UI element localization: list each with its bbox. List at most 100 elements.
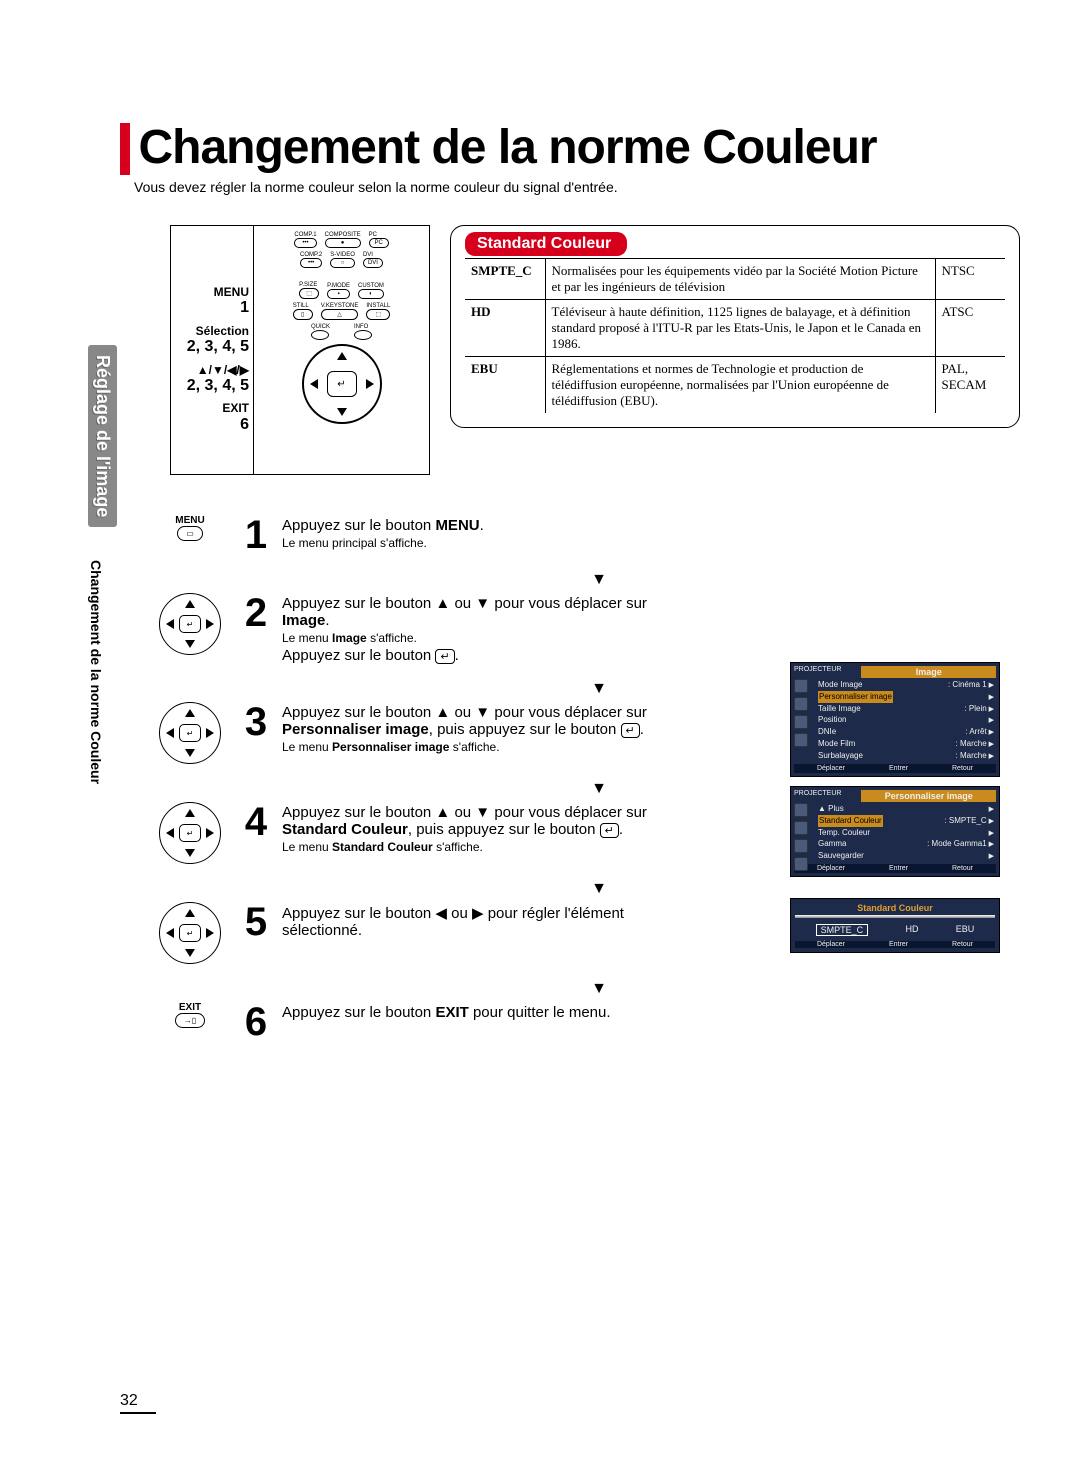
table-row: EBU Réglementations et normes de Technol… [465, 357, 1005, 414]
osd-title: Personnaliser image [861, 790, 996, 802]
sc-code: SMPTE_C [465, 259, 545, 300]
side-tab-section: Réglage de l'image [88, 345, 117, 527]
step-text: Appuyez sur le bouton [282, 1004, 435, 1021]
enter-icon: ↵ [435, 649, 454, 664]
osd-title: Standard Couleur [795, 903, 995, 913]
osd-footer: Entrer [889, 765, 908, 772]
step-text: Appuyez sur le bouton ▲ ou ▼ pour vous d… [282, 704, 647, 721]
sc-std: PAL, SECAM [935, 357, 1005, 414]
step-text: Appuyez sur le bouton ◀ ou ▶ pour régler… [282, 905, 624, 939]
osd-option: HD [905, 924, 918, 936]
step-bold: EXIT [435, 1004, 468, 1021]
standard-couleur-header: Standard Couleur [465, 232, 627, 256]
step-text: . [455, 647, 459, 664]
step-number: 4 [244, 802, 268, 842]
down-arrow-icon: ▼ [178, 571, 1020, 589]
remote-label-exit-num: 6 [240, 416, 249, 433]
step-3: ↵ 3 Appuyez sur le bouton ▲ ou ▼ pour vo… [150, 702, 1020, 764]
remote-diagram: MENU1 Sélection2, 3, 4, 5 ▲/▼/◀/▶2, 3, 4… [170, 225, 430, 475]
osd-footer: Entrer [889, 865, 908, 872]
osd-header: PROJECTEUR [794, 790, 841, 803]
step-subtext: Le menu [282, 631, 332, 645]
sc-desc: Réglementations et normes de Technologie… [545, 357, 935, 414]
osd-footer: Entrer [889, 941, 908, 948]
remote-btn: COMP.2 [300, 252, 322, 258]
table-row: SMPTE_C Normalisées pour les équipements… [465, 259, 1005, 300]
step-subtext: s'affiche. [449, 740, 499, 754]
remote-btn: P.MODE [327, 283, 350, 289]
osd-header: PROJECTEUR [794, 666, 841, 679]
step-number: 2 [244, 593, 268, 633]
step-text: . [480, 517, 484, 534]
sc-code: HD [465, 300, 545, 357]
remote-btn: P.SIZE [299, 282, 319, 288]
osd-title: Image [861, 666, 996, 678]
step-text: Appuyez sur le bouton [282, 517, 435, 534]
intro-text: Vous devez régler la norme couleur selon… [134, 179, 1020, 195]
remote-btn: V.KEYSTONE [321, 303, 359, 309]
nav-pad-icon: ↵ [159, 702, 221, 764]
step-text: Appuyez sur le bouton ▲ ou ▼ pour vous d… [282, 804, 647, 821]
remote-label-menu-num: 1 [240, 299, 249, 316]
remote-label-selection-num: 2, 3, 4, 5 [187, 338, 249, 355]
remote-btn: INSTALL [366, 303, 390, 309]
osd-footer: Retour [952, 765, 973, 772]
nav-pad-icon: ↵ [159, 593, 221, 655]
step-subtext: Le menu [282, 840, 332, 854]
step-6: EXIT →▯ 6 Appuyez sur le bouton EXIT pou… [150, 1002, 1020, 1042]
sc-std: ATSC [935, 300, 1005, 357]
table-row: HD Téléviseur à haute définition, 1125 l… [465, 300, 1005, 357]
step-text: , puis appuyez sur le bouton [429, 721, 621, 738]
standard-couleur-table-wrap: Standard Couleur SMPTE_C Normalisées pou… [450, 225, 1020, 428]
step-number: 5 [244, 902, 268, 942]
menu-button-label: MENU [150, 515, 230, 526]
remote-btn: COMP.1 [294, 232, 316, 238]
step-subtext: Personnaliser image [332, 740, 449, 754]
page-title: Changement de la norme Couleur [138, 121, 876, 174]
exit-button-icon: →▯ [175, 1013, 205, 1028]
step-number: 6 [244, 1002, 268, 1042]
osd-option: EBU [956, 924, 975, 936]
sc-std: NTSC [935, 259, 1005, 300]
remote-btn: QUICK [311, 324, 330, 330]
step-text: Appuyez sur le bouton [282, 647, 435, 664]
nav-pad-icon: ↵ [159, 902, 221, 964]
remote-label-menu: MENU [214, 285, 249, 299]
remote-label-selection: Sélection [196, 324, 249, 338]
page-number: 32 [120, 1392, 156, 1414]
remote-btn: INFO [354, 324, 368, 330]
step-bold: Image [282, 612, 325, 629]
step-number: 3 [244, 702, 268, 742]
step-4: ↵ 4 Appuyez sur le bouton ▲ ou ▼ pour vo… [150, 802, 1020, 864]
step-number: 1 [244, 515, 268, 555]
step-subtext: Le menu [282, 740, 332, 754]
remote-btn: STILL [293, 303, 313, 309]
enter-icon: ↵ [621, 723, 640, 738]
standard-couleur-table: SMPTE_C Normalisées pour les équipements… [465, 258, 1005, 413]
sc-desc: Normalisées pour les équipements vidéo p… [545, 259, 935, 300]
step-text: . [619, 821, 623, 838]
step-bold: MENU [435, 517, 479, 534]
step-5: ↵ 5 Appuyez sur le bouton ◀ ou ▶ pour ré… [150, 902, 1020, 964]
step-text: . [325, 612, 329, 629]
step-bold: Personnaliser image [282, 721, 429, 738]
enter-icon: ↵ [600, 823, 619, 838]
step-text: pour quitter le menu. [469, 1004, 611, 1021]
step-text: Appuyez sur le bouton ▲ ou ▼ pour vous d… [282, 595, 647, 612]
osd-image-menu: PROJECTEURImage Mode Image: Cinéma 1Pers… [790, 662, 1000, 777]
remote-btn: S-VIDEO [330, 252, 355, 258]
remote-label-exit: EXIT [222, 401, 249, 415]
menu-button-icon: ▭ [177, 526, 203, 541]
down-arrow-icon: ▼ [178, 980, 1020, 998]
remote-label-arrows: ▲/▼/◀/▶ [197, 363, 249, 377]
osd-footer: Déplacer [817, 765, 845, 772]
step-text: , puis appuyez sur le bouton [408, 821, 600, 838]
remote-label-arrows-num: 2, 3, 4, 5 [187, 377, 249, 394]
osd-standard-couleur: Standard Couleur SMPTE_C HD EBU Déplacer… [790, 898, 1000, 953]
exit-button-label: EXIT [150, 1002, 230, 1013]
step-text: . [640, 721, 644, 738]
step-subtext: s'affiche. [433, 840, 483, 854]
side-tab-page: Changement de la norme Couleur [88, 560, 104, 784]
osd-personnaliser-menu: PROJECTEURPersonnaliser image ▲ PlusStan… [790, 786, 1000, 877]
remote-btn: DVI [363, 252, 383, 258]
